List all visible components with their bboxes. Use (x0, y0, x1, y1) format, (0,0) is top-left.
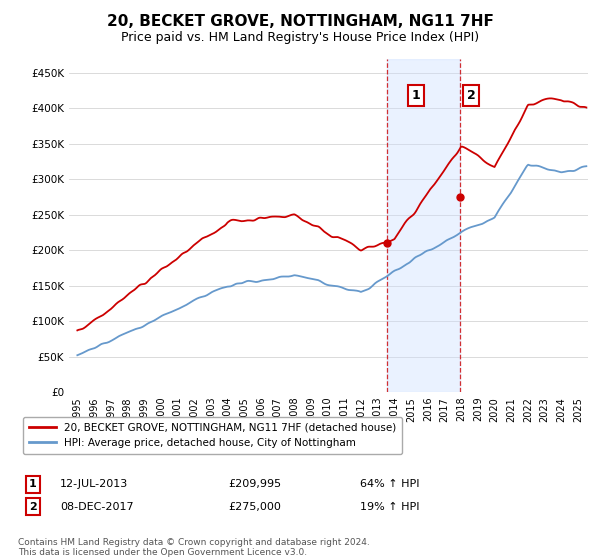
Text: 1: 1 (412, 89, 421, 102)
Text: 19% ↑ HPI: 19% ↑ HPI (360, 502, 419, 512)
Legend: 20, BECKET GROVE, NOTTINGHAM, NG11 7HF (detached house), HPI: Average price, det: 20, BECKET GROVE, NOTTINGHAM, NG11 7HF (… (23, 417, 403, 454)
Text: £275,000: £275,000 (228, 502, 281, 512)
Text: £209,995: £209,995 (228, 479, 281, 489)
Text: 2: 2 (29, 502, 37, 512)
Text: 20, BECKET GROVE, NOTTINGHAM, NG11 7HF: 20, BECKET GROVE, NOTTINGHAM, NG11 7HF (107, 14, 493, 29)
Text: 2: 2 (467, 89, 476, 102)
Text: 12-JUL-2013: 12-JUL-2013 (60, 479, 128, 489)
Text: Contains HM Land Registry data © Crown copyright and database right 2024.
This d: Contains HM Land Registry data © Crown c… (18, 538, 370, 557)
Text: Price paid vs. HM Land Registry's House Price Index (HPI): Price paid vs. HM Land Registry's House … (121, 31, 479, 44)
Bar (386, 59, 460, 392)
Text: 64% ↑ HPI: 64% ↑ HPI (360, 479, 419, 489)
Text: 08-DEC-2017: 08-DEC-2017 (60, 502, 134, 512)
Text: 1: 1 (29, 479, 37, 489)
